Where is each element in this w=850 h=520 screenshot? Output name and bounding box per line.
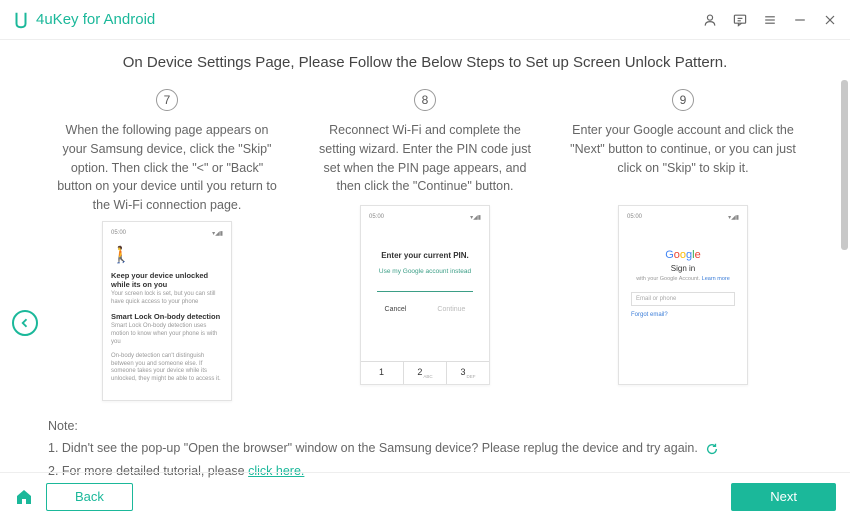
home-icon[interactable] — [14, 487, 34, 507]
step-7: 7 When the following page appears on you… — [48, 89, 286, 401]
main-content: On Device Settings Page, Please Follow t… — [0, 40, 850, 470]
app-logo: 4uKey for Android — [12, 11, 155, 29]
google-logo: Google — [627, 249, 739, 261]
footer: Back Next — [0, 472, 850, 520]
note-1: 1. Didn't see the pop-up "Open the brows… — [48, 437, 802, 460]
refresh-icon[interactable] — [705, 442, 719, 456]
step-9: 9 Enter your Google account and click th… — [564, 89, 802, 401]
page-title: On Device Settings Page, Please Follow t… — [48, 54, 802, 71]
note-label: Note: — [48, 415, 802, 438]
logo-icon — [12, 11, 30, 29]
close-icon[interactable] — [822, 12, 838, 28]
phone-mock-9: 05:00▾◢▮ Google Sign in with your Google… — [618, 205, 748, 385]
walk-icon: 🚶 — [111, 245, 223, 265]
step-text: Reconnect Wi-Fi and complete the setting… — [306, 121, 544, 199]
steps-row: 7 When the following page appears on you… — [48, 89, 802, 401]
app-name: 4uKey for Android — [36, 11, 155, 28]
titlebar-controls — [702, 12, 838, 28]
feedback-icon[interactable] — [732, 12, 748, 28]
phone-mock-8: 05:00▾◢▮ Enter your current PIN. Use my … — [360, 205, 490, 385]
step-8: 8 Reconnect Wi-Fi and complete the setti… — [306, 89, 544, 401]
step-number: 9 — [672, 89, 694, 111]
back-button[interactable]: Back — [46, 483, 133, 511]
step-text: Enter your Google account and click the … — [564, 121, 802, 199]
minimize-icon[interactable] — [792, 12, 808, 28]
titlebar: 4uKey for Android — [0, 0, 850, 40]
step-number: 7 — [156, 89, 178, 111]
user-icon[interactable] — [702, 12, 718, 28]
menu-icon[interactable] — [762, 12, 778, 28]
step-number: 8 — [414, 89, 436, 111]
next-button[interactable]: Next — [731, 483, 836, 511]
step-text: When the following page appears on your … — [48, 121, 286, 215]
phone-mock-7: 05:00▾◢▮ 🚶 Keep your device unlocked whi… — [102, 221, 232, 401]
